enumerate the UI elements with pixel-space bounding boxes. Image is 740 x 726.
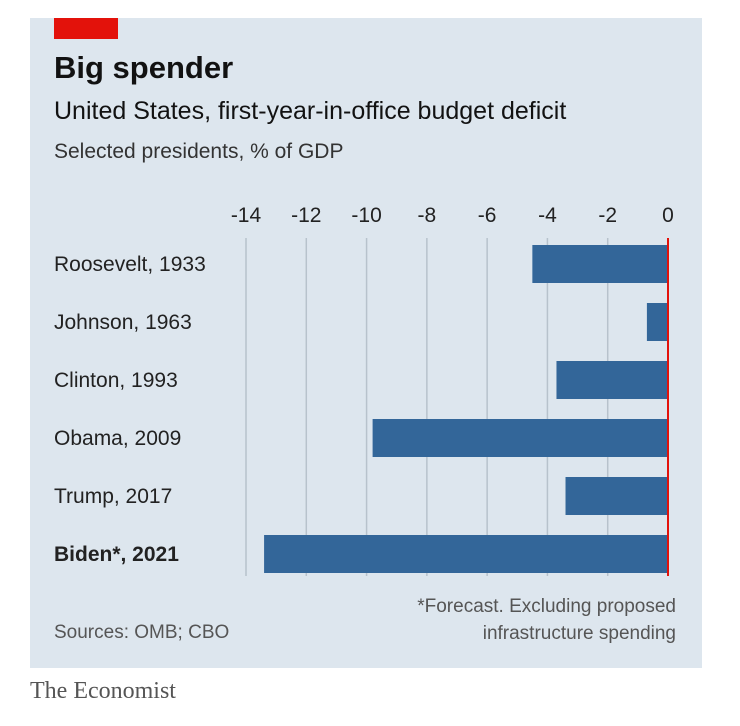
bar: [373, 419, 668, 457]
x-tick-label: -8: [418, 204, 437, 227]
bar: [647, 303, 668, 341]
bar: [264, 535, 668, 573]
bar: [566, 477, 668, 515]
footnote: *Forecast. Excluding proposed infrastruc…: [417, 593, 676, 647]
source-note: Sources: OMB; CBO: [54, 622, 229, 644]
category-label: Johnson, 1963: [54, 311, 192, 334]
x-tick-label: -2: [598, 204, 617, 227]
bar: [556, 361, 668, 399]
x-tick-label: 0: [662, 204, 674, 227]
x-tick-label: -4: [538, 204, 557, 227]
category-label: Trump, 2017: [54, 485, 172, 508]
publisher-logo: The Economist: [30, 678, 176, 705]
footnote-line-2: infrastructure spending: [417, 620, 676, 647]
x-tick-label: -6: [478, 204, 497, 227]
footnote-line-1: *Forecast. Excluding proposed: [417, 593, 676, 620]
category-label: Obama, 2009: [54, 427, 181, 450]
x-tick-label: -10: [351, 204, 381, 227]
category-label: Roosevelt, 1933: [54, 253, 206, 276]
category-label: Clinton, 1993: [54, 369, 178, 392]
x-tick-label: -14: [231, 204, 262, 227]
category-label: Biden*, 2021: [54, 543, 179, 566]
bar: [532, 245, 668, 283]
x-tick-label: -12: [291, 204, 321, 227]
